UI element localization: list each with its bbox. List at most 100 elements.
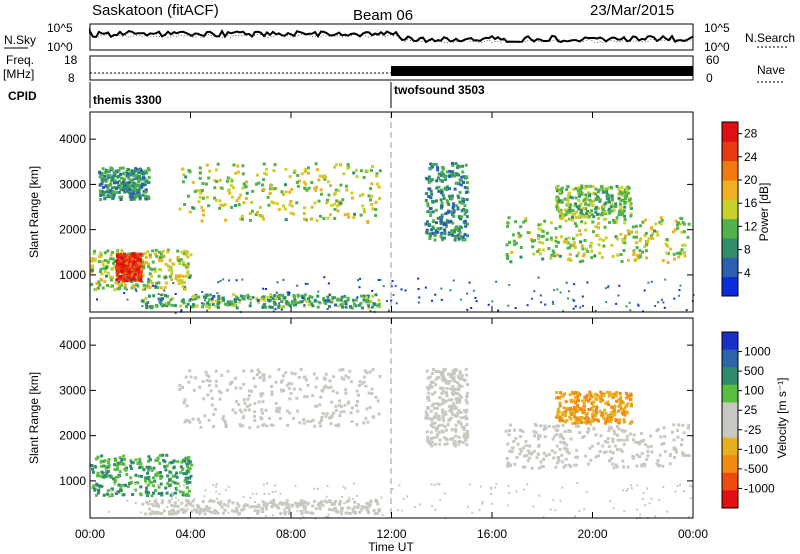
data-cell bbox=[328, 507, 331, 511]
data-cell bbox=[550, 253, 554, 257]
data-cell bbox=[686, 235, 690, 239]
data-cell bbox=[158, 259, 162, 263]
data-cell bbox=[202, 302, 206, 306]
data-cell bbox=[645, 457, 649, 461]
data-cell bbox=[141, 193, 145, 197]
data-cell bbox=[448, 437, 452, 441]
data-cell bbox=[116, 467, 120, 471]
data-cell bbox=[584, 200, 588, 204]
data-cell bbox=[248, 505, 252, 509]
data-cell bbox=[368, 370, 372, 374]
cpid-label: CPID bbox=[8, 89, 37, 103]
data-cell bbox=[612, 220, 616, 224]
x-axis-label: Time UT bbox=[368, 540, 414, 554]
data-cell bbox=[603, 408, 607, 412]
data-cell bbox=[171, 508, 175, 512]
data-cell bbox=[130, 193, 134, 197]
data-cell bbox=[130, 273, 134, 277]
data-cell bbox=[622, 438, 626, 442]
data-cell bbox=[630, 230, 634, 234]
data-cell bbox=[170, 272, 174, 276]
data-cell bbox=[543, 424, 547, 428]
data-cell bbox=[272, 300, 276, 304]
data-cell bbox=[168, 499, 172, 503]
data-cell bbox=[280, 300, 284, 303]
data-cell bbox=[611, 440, 615, 443]
data-cell bbox=[338, 414, 342, 418]
data-cell bbox=[317, 501, 321, 505]
data-cell bbox=[186, 262, 190, 266]
data-cell bbox=[144, 190, 148, 194]
data-cell bbox=[549, 221, 553, 225]
data-cell bbox=[121, 185, 125, 189]
data-cell bbox=[286, 302, 290, 306]
data-cell bbox=[110, 475, 113, 478]
noise-cell bbox=[400, 288, 403, 291]
data-cell bbox=[434, 221, 438, 225]
data-cell bbox=[441, 378, 445, 382]
data-cell bbox=[576, 455, 579, 459]
data-cell bbox=[631, 456, 635, 460]
noise-cell bbox=[164, 276, 167, 279]
data-cell bbox=[506, 464, 510, 468]
data-cell bbox=[221, 511, 225, 515]
velocity-colorbar-swatch bbox=[722, 349, 738, 368]
data-cell bbox=[96, 474, 100, 478]
noise-cell bbox=[357, 279, 360, 282]
data-cell bbox=[96, 471, 100, 475]
data-cell bbox=[302, 211, 306, 215]
data-cell bbox=[649, 434, 653, 438]
velocity-colorbar-swatch bbox=[722, 384, 738, 403]
data-cell bbox=[340, 295, 344, 299]
data-cell bbox=[566, 194, 570, 198]
data-cell bbox=[276, 505, 280, 509]
data-cell bbox=[144, 479, 147, 483]
data-cell bbox=[188, 489, 191, 493]
data-cell bbox=[656, 459, 660, 463]
noise-cell bbox=[134, 288, 137, 291]
data-cell bbox=[117, 174, 121, 178]
data-cell bbox=[558, 404, 562, 408]
data-cell bbox=[101, 189, 105, 193]
data-cell bbox=[217, 389, 221, 393]
data-cell bbox=[375, 172, 379, 176]
data-cell bbox=[223, 419, 227, 423]
data-cell bbox=[536, 452, 540, 456]
power-colorbar-swatch bbox=[722, 180, 738, 200]
data-cell bbox=[649, 444, 653, 448]
data-cell bbox=[561, 413, 564, 416]
data-cell bbox=[442, 196, 446, 200]
data-cell bbox=[306, 383, 310, 387]
data-cell bbox=[511, 446, 514, 450]
data-cell bbox=[118, 275, 122, 278]
data-cell bbox=[218, 199, 222, 203]
data-cell bbox=[237, 203, 241, 207]
data-cell bbox=[139, 263, 143, 267]
data-cell bbox=[333, 202, 337, 206]
data-cell bbox=[676, 251, 679, 255]
data-cell bbox=[565, 210, 569, 214]
data-cell bbox=[619, 448, 623, 452]
data-cell bbox=[574, 216, 578, 219]
data-cell bbox=[664, 242, 668, 246]
data-cell bbox=[635, 241, 638, 245]
data-cell bbox=[528, 444, 532, 448]
data-cell bbox=[353, 505, 357, 509]
data-cell bbox=[365, 299, 369, 303]
data-cell bbox=[329, 385, 333, 389]
data-cell bbox=[612, 413, 616, 417]
data-cell bbox=[427, 416, 431, 420]
data-cell bbox=[451, 436, 455, 440]
noise-cell bbox=[329, 499, 332, 502]
data-cell bbox=[444, 223, 448, 226]
data-cell bbox=[307, 171, 310, 175]
data-cell bbox=[111, 251, 114, 255]
data-cell bbox=[567, 428, 571, 432]
data-cell bbox=[361, 192, 365, 196]
data-cell bbox=[341, 300, 345, 304]
data-cell bbox=[632, 250, 636, 254]
velocity-colorbar-tick: 500 bbox=[744, 364, 764, 378]
velocity-colorbar-tick: -100 bbox=[744, 442, 768, 456]
data-cell bbox=[537, 234, 540, 237]
data-cell bbox=[448, 169, 452, 173]
